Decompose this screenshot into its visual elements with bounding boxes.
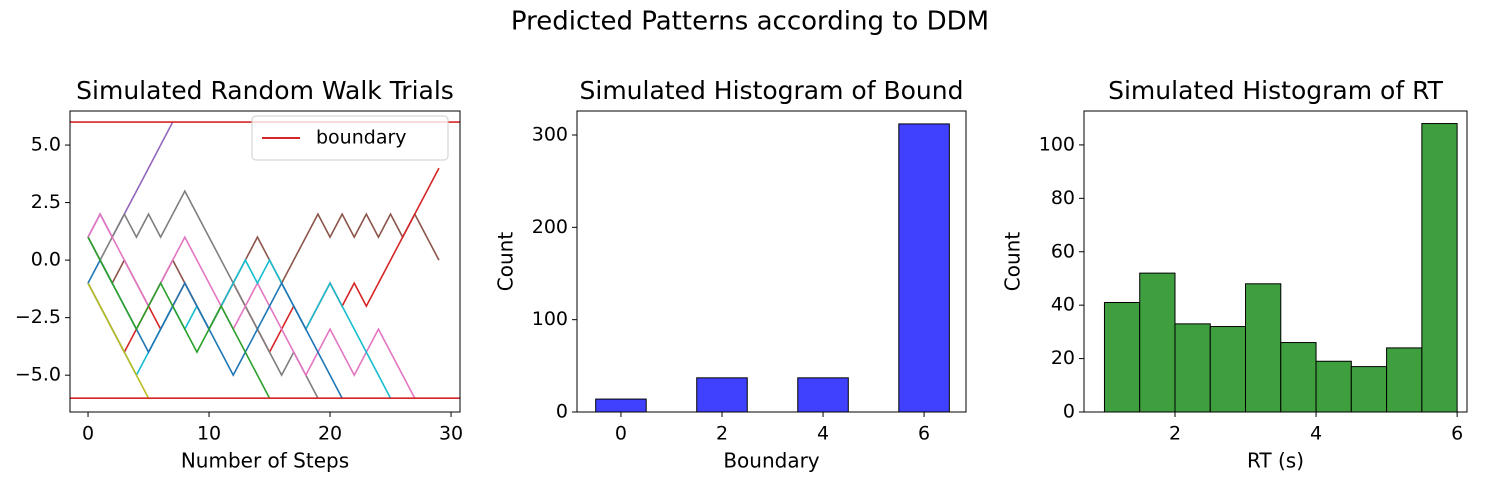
subplot-title: Simulated Histogram of Bound [580,76,964,105]
hist-bar [1315,360,1352,413]
hist-bar [1280,342,1317,413]
x-tick-label: 30 [439,423,463,445]
x-tick-label: 2 [1169,423,1181,445]
bar [898,123,950,413]
hist-bar [1350,366,1388,413]
y-tick-label: 5.0 [31,134,61,156]
x-tick-label: 0 [82,423,94,445]
x-tick-label: 4 [817,423,829,445]
y-tick-label: 0 [556,401,568,423]
hist-bar [1245,283,1282,413]
x-tick-label: 10 [197,423,221,445]
x-tick-label: 6 [1451,423,1463,445]
x-tick-label: 4 [1310,423,1322,445]
bar [595,398,647,413]
hist-bar [1421,123,1458,413]
y-tick-label: 40 [1051,294,1075,316]
bar [696,377,748,413]
legend-label: boundary [316,127,407,149]
y-tick-label: 300 [532,124,568,146]
hist-bar [1103,301,1141,413]
y-tick-label: 0.0 [31,249,61,271]
x-axis-label: Number of Steps [181,449,349,473]
figure-title: Predicted Patterns according to DDM [511,7,989,37]
x-tick-label: 20 [318,423,342,445]
y-tick-label: 20 [1051,347,1075,369]
x-tick-label: 6 [918,423,930,445]
walk-line [87,189,319,399]
x-tick-label: 0 [615,423,627,445]
subplot-title: Simulated Histogram of RT [1108,76,1444,105]
x-axis-label: RT (s) [1247,449,1304,473]
y-tick-label: 100 [532,308,568,330]
hist-bar [1174,323,1211,413]
walk-line [87,258,343,399]
axes-frame [69,110,461,413]
subplot-title: Simulated Random Walk Trials [76,76,454,105]
y-axis-label: Count [1001,232,1025,292]
y-tick-label: 0 [1063,401,1075,423]
hist-bar [1139,272,1176,413]
walk-line [87,236,271,399]
x-tick-label: 2 [716,423,728,445]
y-tick-label: 2.5 [31,191,61,213]
walk-line [87,282,150,399]
legend-box [251,115,449,161]
y-tick-label: 80 [1051,187,1075,209]
hist-bar [1209,326,1247,413]
axes-frame [1083,110,1468,413]
walk-line [87,167,440,354]
walk-line [87,212,416,399]
y-tick-label: 60 [1051,240,1075,262]
y-tick-label: 200 [532,216,568,238]
walk-line [87,121,174,239]
axes-frame [576,110,967,413]
y-tick-label: 100 [1039,133,1075,155]
walk-line [87,258,392,399]
hist-bar [1386,347,1423,413]
y-axis-label: Count [494,232,518,292]
y-tick-label: −5.0 [15,364,61,386]
y-tick-label: −2.5 [15,306,61,328]
x-axis-label: Boundary [723,449,819,473]
bar [797,377,849,413]
